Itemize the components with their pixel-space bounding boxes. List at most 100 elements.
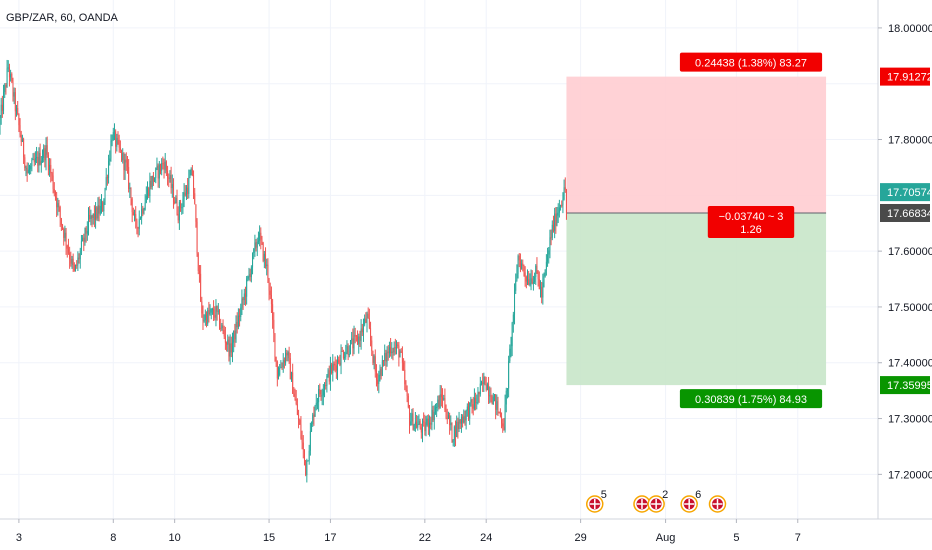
candle-body (116, 137, 118, 147)
candle-body (281, 367, 283, 369)
candle-body (102, 202, 104, 212)
candle-body (279, 367, 281, 375)
candle-body (451, 422, 453, 443)
candle-body (7, 67, 9, 69)
candle-body (168, 177, 170, 179)
candle-body (396, 344, 398, 349)
candle-body (70, 259, 72, 264)
economic-event-icon[interactable]: 6 (680, 489, 701, 513)
stop-loss-label[interactable]: 0.24438 (1.38%) 83.27 (679, 52, 823, 72)
candle-body (453, 426, 455, 441)
time-tick-label: 24 (480, 532, 492, 544)
candle-body (59, 207, 61, 219)
candle-body (419, 421, 421, 428)
economic-event-icon[interactable] (708, 495, 727, 513)
candle-body (286, 352, 288, 356)
candle-body (243, 293, 245, 301)
candle-body (358, 336, 360, 345)
candle-body (187, 187, 189, 194)
candle-body (349, 340, 351, 355)
candle-body (464, 416, 466, 421)
economic-event-icon[interactable] (633, 495, 651, 513)
candle-body (492, 396, 494, 405)
candle-body (458, 419, 460, 430)
candle-body (346, 346, 348, 353)
position-zones[interactable] (566, 76, 827, 386)
candle-body (300, 424, 302, 438)
candle-body (141, 208, 143, 218)
candle-body (521, 263, 523, 269)
candle-body (473, 397, 475, 409)
candle-body (144, 202, 146, 210)
candle-body (502, 423, 504, 427)
candle-body (181, 207, 183, 209)
candle-body (38, 152, 40, 166)
candle-body (390, 347, 392, 354)
candle-body (174, 201, 176, 203)
entry-label-text: −0.03740 ~ 3 (719, 211, 784, 223)
take-profit-zone[interactable] (566, 212, 827, 386)
candle-body (413, 424, 415, 430)
candle-body (355, 335, 357, 337)
candle-body (421, 421, 423, 433)
candle-body (122, 153, 124, 161)
candle-body (293, 393, 295, 397)
candle-body (289, 358, 291, 380)
candle-body (72, 258, 74, 265)
candle-body (438, 399, 440, 408)
candle-body (274, 333, 276, 357)
entry-label[interactable]: −0.03740 ~ 31.26 (707, 205, 795, 238)
candle-body (351, 338, 353, 341)
candle-body (86, 230, 88, 234)
candle-body (493, 394, 495, 397)
candle-body (305, 460, 307, 476)
candle-body (201, 301, 203, 314)
candle-body (167, 170, 169, 178)
candle-body (276, 361, 278, 379)
candle-body (347, 346, 349, 355)
candle-body (495, 394, 497, 410)
candle-body (198, 270, 200, 274)
candle-body (338, 359, 340, 363)
candle-body (249, 273, 251, 278)
candle-body (221, 325, 223, 329)
candle-body (208, 309, 210, 315)
candle-body (550, 237, 552, 239)
take-profit-label[interactable]: 0.30839 (1.75%) 84.93 (679, 389, 823, 409)
candle-body (437, 399, 439, 408)
stop-loss-zone[interactable] (566, 76, 827, 213)
candle-body (371, 340, 373, 351)
candle-body (429, 422, 431, 428)
candle-body (407, 395, 409, 408)
candle-body (517, 255, 519, 274)
candle-body (11, 74, 13, 82)
candle-body (213, 309, 215, 315)
candle-body (85, 227, 87, 234)
candle-body (478, 391, 480, 395)
candle-body (158, 164, 160, 179)
economic-event-icon[interactable]: 5 (586, 489, 607, 513)
candle-body (403, 362, 405, 370)
candle-body (552, 224, 554, 231)
candle-body (67, 248, 69, 253)
candle-body (100, 202, 102, 206)
time-tick-label: 15 (263, 532, 275, 544)
candle-body (410, 421, 412, 426)
candle-body (483, 376, 485, 385)
candle-body (79, 251, 81, 260)
candle-body (459, 419, 461, 424)
candle-body (136, 220, 138, 228)
candle-body (514, 290, 516, 315)
candle-body (554, 213, 556, 231)
candle-body (316, 402, 318, 404)
candle-body (372, 350, 374, 363)
candle-body (309, 431, 311, 451)
candle-body (175, 197, 177, 203)
candle-body (366, 313, 368, 323)
candle-body (69, 252, 71, 260)
candle-body (283, 359, 285, 363)
economic-event-icon[interactable]: 2 (647, 489, 668, 513)
candle-body (440, 394, 442, 398)
candle-body (509, 348, 511, 362)
